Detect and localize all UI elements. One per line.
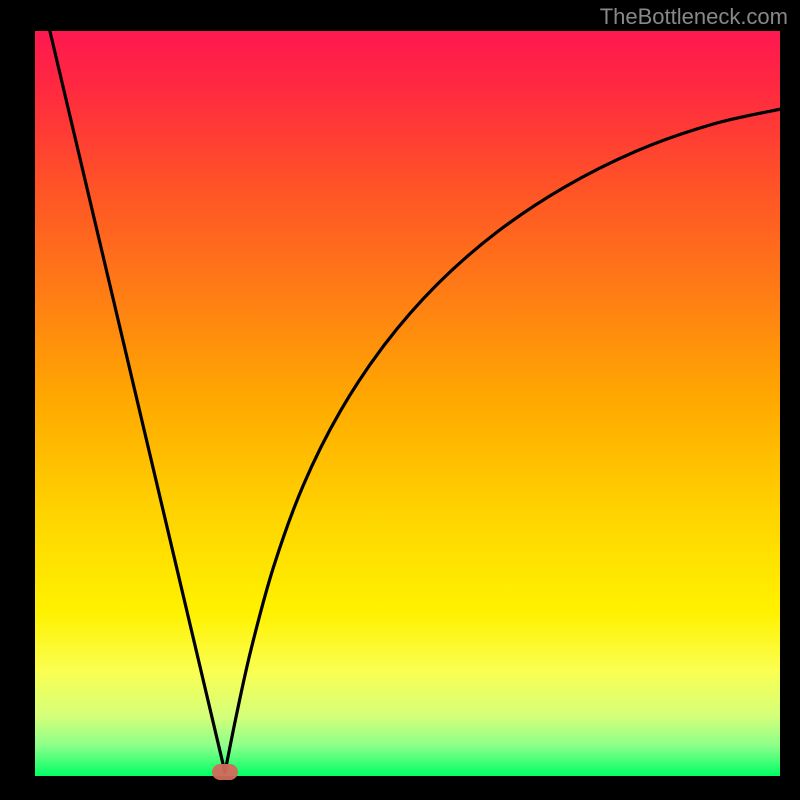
curve-layer [35, 31, 780, 776]
vertex-marker [212, 764, 238, 780]
plot-area [35, 31, 780, 776]
bottleneck-curve-right [225, 109, 780, 772]
watermark-text: TheBottleneck.com [600, 4, 788, 30]
chart-canvas: TheBottleneck.com [0, 0, 800, 800]
bottleneck-curve-left [50, 31, 225, 772]
